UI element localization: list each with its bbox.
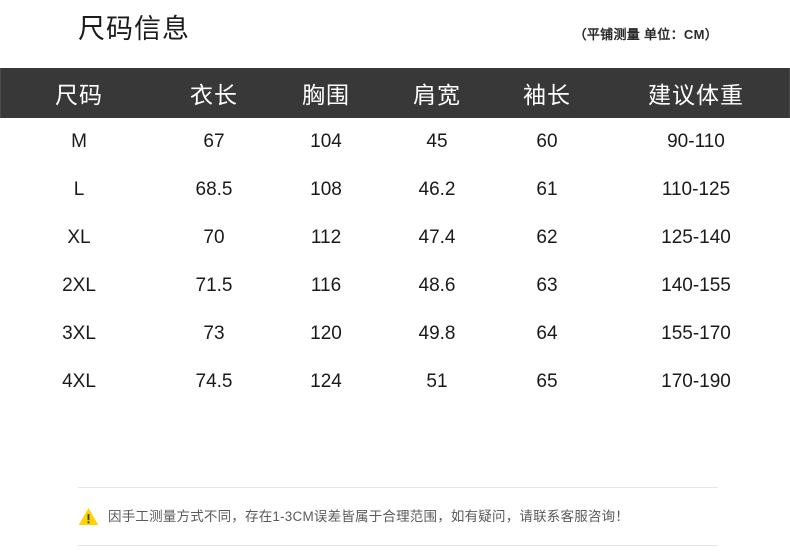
cell-sleeve: 65 [492,358,602,406]
cell-length: 70 [158,214,270,262]
page-title: 尺码信息 [78,14,190,44]
table-row: XL 70 112 47.4 62 125-140 [0,214,790,262]
cell-size: 2XL [0,262,158,310]
table-row: 4XL 74.5 124 51 65 170-190 [0,358,790,406]
disclaimer-text: 因手工测量方式不同，存在1-3CM误差皆属于合理范围，如有疑问，请联系客服咨询！ [108,508,630,524]
cell-sleeve: 61 [492,166,602,214]
cell-bust: 112 [270,214,382,262]
cell-length: 67 [158,118,270,166]
cell-weight: 170-190 [602,358,790,406]
cell-weight: 90-110 [602,118,790,166]
warning-triangle-icon [78,507,99,526]
cell-shoulder: 46.2 [382,166,492,214]
cell-size: XL [0,214,158,262]
cell-weight: 140-155 [602,262,790,310]
column-header-sleeve: 袖长 [523,82,571,108]
table-row: L 68.5 108 46.2 61 110-125 [0,166,790,214]
cell-weight: 110-125 [602,166,790,214]
cell-bust: 120 [270,310,382,358]
cell-size: 4XL [0,358,158,406]
table-row: 2XL 71.5 116 48.6 63 140-155 [0,262,790,310]
column-header-length: 衣长 [190,82,238,108]
column-header-weight: 建议体重 [602,68,790,118]
column-header-size: 尺码 [0,68,158,118]
table-header: 尺码 衣长 胸围 肩宽 袖长 建议体重 [0,68,790,118]
column-header-bust: 胸围 [302,82,350,108]
disclaimer-bar: 因手工测量方式不同，存在1-3CM误差皆属于合理范围，如有疑问，请联系客服咨询！ [78,487,718,546]
measurement-note: （平铺测量 单位：CM） [573,27,718,42]
cell-length: 68.5 [158,166,270,214]
table-header-row: 尺码 衣长 胸围 肩宽 袖长 建议体重 [0,68,790,118]
cell-weight: 125-140 [602,214,790,262]
cell-length: 73 [158,310,270,358]
cell-length: 74.5 [158,358,270,406]
cell-sleeve: 60 [492,118,602,166]
cell-weight: 155-170 [602,310,790,358]
cell-bust: 116 [270,262,382,310]
table-body: M 67 104 45 60 90-110 L 68.5 108 46.2 61… [0,118,790,406]
title-row: 尺码信息 （平铺测量 单位：CM） [0,0,790,68]
cell-shoulder: 47.4 [382,214,492,262]
cell-shoulder: 51 [382,358,492,406]
cell-shoulder: 49.8 [382,310,492,358]
cell-bust: 124 [270,358,382,406]
column-header-shoulder: 肩宽 [413,82,461,108]
table-row: 3XL 73 120 49.8 64 155-170 [0,310,790,358]
cell-sleeve: 64 [492,310,602,358]
cell-size: M [0,118,158,166]
cell-sleeve: 63 [492,262,602,310]
cell-shoulder: 48.6 [382,262,492,310]
table-row: M 67 104 45 60 90-110 [0,118,790,166]
cell-size: L [0,166,158,214]
cell-size: 3XL [0,310,158,358]
cell-shoulder: 45 [382,118,492,166]
cell-length: 71.5 [158,262,270,310]
size-table: 尺码 衣长 胸围 肩宽 袖长 建议体重 M 67 104 45 60 90-11… [0,68,790,406]
cell-bust: 108 [270,166,382,214]
cell-sleeve: 62 [492,214,602,262]
cell-bust: 104 [270,118,382,166]
